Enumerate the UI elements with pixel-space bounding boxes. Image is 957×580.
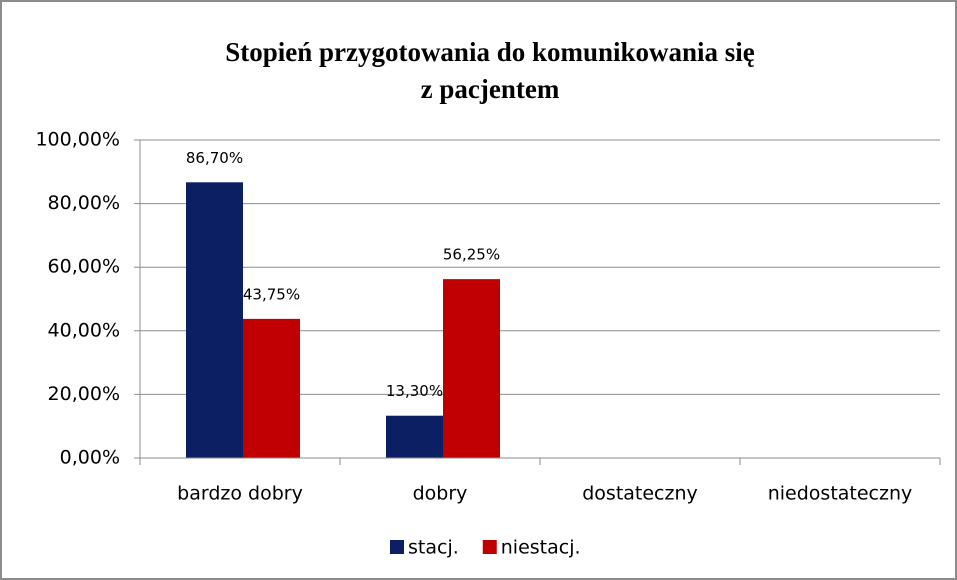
chart-title: z pacjentem — [421, 74, 560, 104]
bar — [243, 318, 300, 458]
y-tick-label: 0,00% — [60, 447, 120, 469]
legend-swatch — [390, 540, 404, 554]
data-label: 86,70% — [186, 149, 243, 167]
x-tick-label: dostateczny — [582, 483, 698, 505]
y-tick-label: 40,00% — [48, 319, 120, 341]
data-label: 56,25% — [443, 246, 500, 264]
y-tick-label: 100,00% — [35, 129, 120, 151]
x-tick-label: niedostateczny — [768, 483, 913, 505]
legend-swatch — [482, 540, 497, 554]
y-tick-label: 20,00% — [48, 383, 120, 405]
legend-label: stacj. — [408, 537, 459, 559]
y-tick-label: 60,00% — [48, 256, 120, 278]
data-label: 13,30% — [386, 382, 443, 400]
data-label: 43,75% — [243, 285, 300, 303]
x-tick-label: bardzo dobry — [177, 483, 303, 505]
y-tick-label: 80,00% — [48, 192, 120, 214]
legend-label: niestacj. — [501, 537, 581, 559]
chart-title: Stopień przygotowania do komunikowania s… — [225, 37, 755, 67]
bar — [386, 415, 443, 458]
bar — [443, 279, 500, 458]
x-tick-label: dobry — [413, 483, 468, 505]
bar — [186, 182, 243, 458]
